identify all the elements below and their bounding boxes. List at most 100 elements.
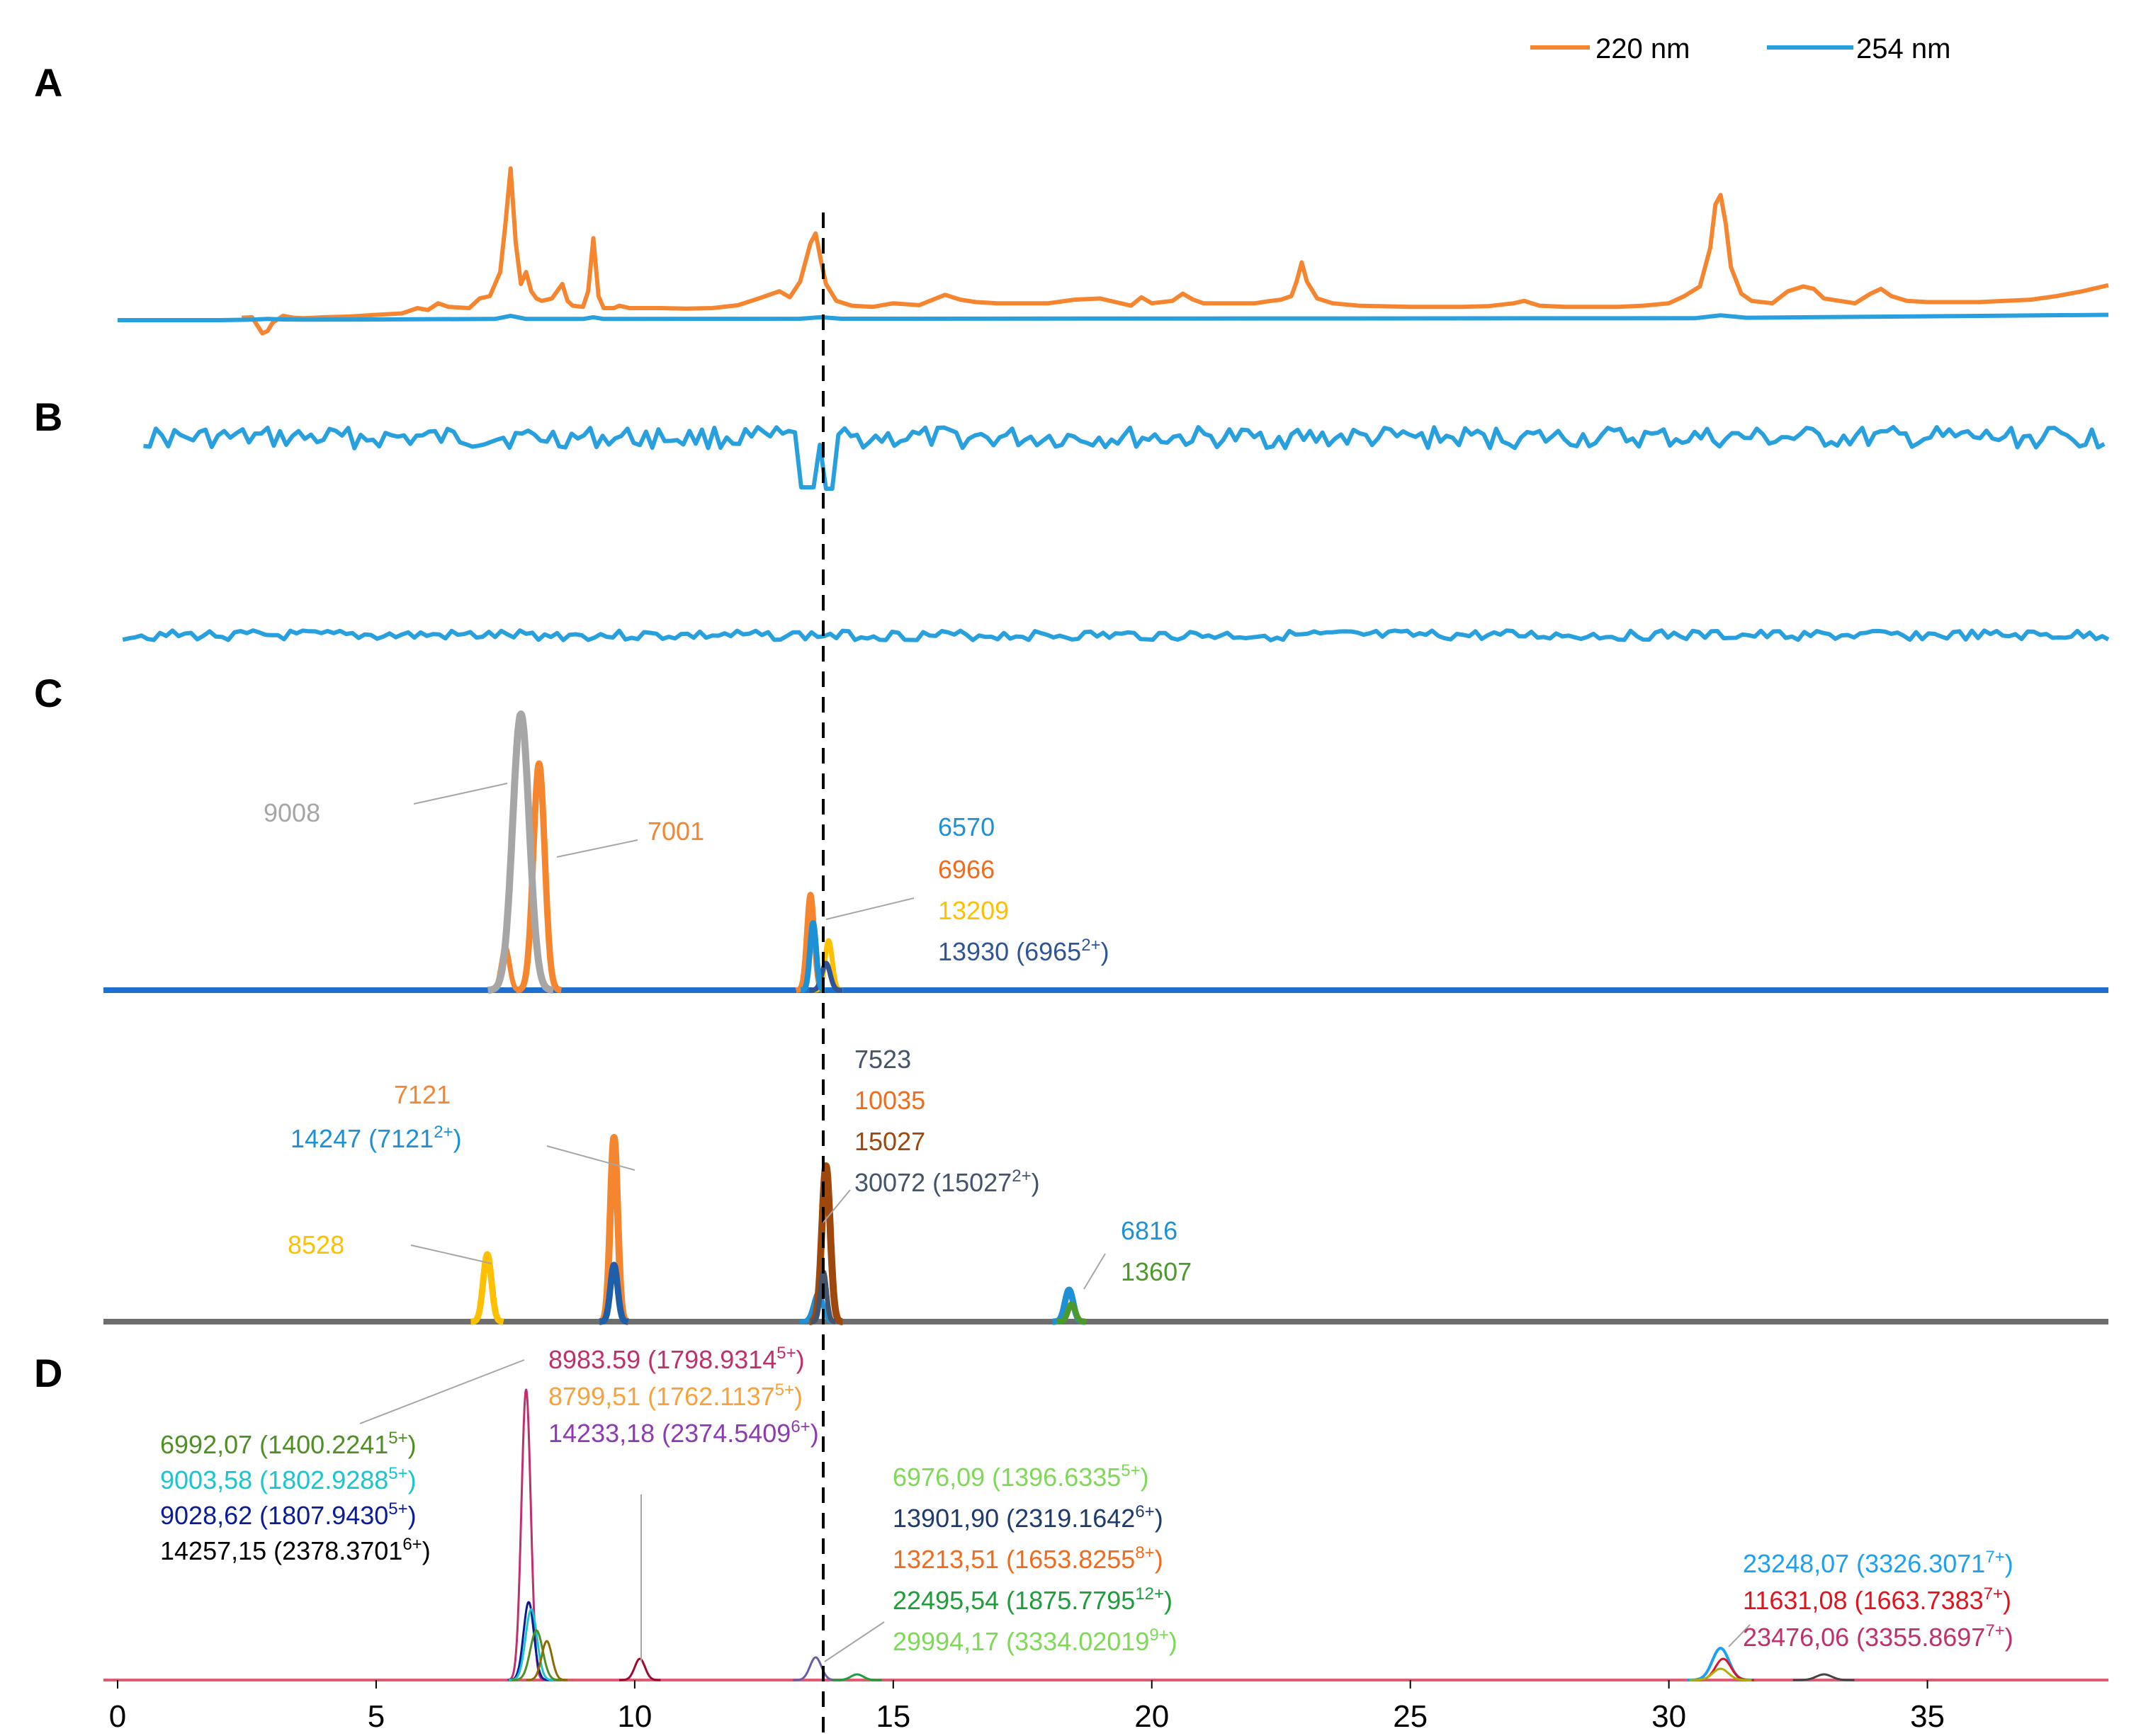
- label-7523: 7523: [854, 1045, 911, 1074]
- label-14247-main: 14247 (7121: [290, 1124, 434, 1153]
- peak-d-23248: [1686, 1647, 1755, 1681]
- trace-220nm: [242, 166, 2109, 336]
- label-9008: 9008: [264, 798, 320, 827]
- label-d-right-0-main: 23248,07 (3326.3071: [1743, 1549, 1985, 1578]
- panel-d-labels: 8983.59 (1798.93145+)8799,51 (1762.11375…: [160, 1344, 2013, 1662]
- label-10035: 10035: [854, 1086, 925, 1115]
- panel-c-upper-plot: [103, 710, 2108, 994]
- label-d-left-1-main: 9003,58 (1802.9288: [160, 1465, 388, 1494]
- label-d-left-3-main: 14257,15 (2378.3701: [160, 1536, 402, 1565]
- panel-c-upper-labels: 9008 7001 6570 6966 13209 13930 (69652+): [264, 783, 1109, 966]
- label-d-top-0-sup: 5+: [776, 1344, 796, 1363]
- leader-line-7121: [546, 1145, 635, 1171]
- x-tick-label-4: 20: [1134, 1699, 1169, 1734]
- leader-line-d-right: [1728, 1624, 1751, 1647]
- label-d-top-1-sup: 5+: [775, 1380, 794, 1400]
- label-d-top-2: 14233,18 (2374.54096+): [548, 1417, 819, 1448]
- label-d-top-0: 8983.59 (1798.93145+): [548, 1344, 805, 1374]
- label-d-left-2: 9028,62 (1807.94305+): [160, 1499, 417, 1530]
- label-d-middle-0: 6976,09 (1396.63355+): [893, 1461, 1149, 1492]
- legend-label-254nm: 254 nm: [1856, 33, 1950, 64]
- label-6570: 6570: [938, 812, 995, 841]
- label-d-right-2: 23476,06 (3355.86977+): [1743, 1621, 2013, 1652]
- label-d-top-2-sup: 6+: [791, 1417, 810, 1436]
- leader-line-d-left: [359, 1359, 525, 1424]
- label-d-top-0-main: 8983.59 (1798.9314: [548, 1345, 776, 1374]
- leader-line-7001: [556, 839, 638, 858]
- peak-d-13901: [792, 1656, 839, 1681]
- label-d-middle-4: 29994,17 (3334.020199+): [893, 1626, 1177, 1656]
- label-13930-tail: ): [1101, 937, 1109, 966]
- label-d-right-2-tail: ): [2005, 1623, 2013, 1652]
- label-d-middle-0-main: 6976,09 (1396.6335: [893, 1463, 1121, 1492]
- label-d-right-1: 11631,08 (1663.73837+): [1743, 1584, 2011, 1615]
- panel-letter-d: D: [34, 1351, 62, 1395]
- label-13930-main: 13930 (6965: [938, 937, 1081, 966]
- legend-label-220nm: 220 nm: [1595, 33, 1690, 64]
- label-d-top-1-main: 8799,51 (1762.1137: [548, 1382, 775, 1411]
- label-d-middle-2-tail: ): [1155, 1545, 1163, 1574]
- x-tick-label-2: 10: [617, 1699, 652, 1734]
- label-7001: 7001: [648, 817, 704, 846]
- label-d-left-1: 9003,58 (1802.92885+): [160, 1464, 417, 1494]
- panel-letter-c: C: [34, 671, 62, 715]
- x-tick-label-5: 25: [1393, 1699, 1428, 1734]
- label-14247-tail: ): [453, 1124, 462, 1153]
- label-d-middle-3-tail: ): [1164, 1586, 1173, 1615]
- label-d-middle-3-main: 22495,54 (1875.7795: [893, 1586, 1135, 1615]
- panel-d-label-group: 8983.59 (1798.93145+)8799,51 (1762.11375…: [160, 1344, 2013, 1656]
- label-6816: 6816: [1121, 1216, 1177, 1245]
- panel-c-lower-labels: 7121 14247 (71212+) 8528 7523 10035 1502…: [288, 1045, 1192, 1290]
- label-d-left-3: 14257,15 (2378.37016+): [160, 1535, 431, 1565]
- peak-6570: [798, 920, 828, 993]
- label-d-middle-0-sup: 5+: [1121, 1461, 1140, 1480]
- x-tick-label-3: 15: [876, 1699, 910, 1734]
- label-d-middle-3-sup: 12+: [1135, 1584, 1164, 1604]
- label-d-left-3-sup: 6+: [402, 1535, 422, 1554]
- leader-line-d-middle: [824, 1621, 885, 1662]
- label-13930: 13930 (69652+): [938, 936, 1109, 966]
- label-d-left-2-main: 9028,62 (1807.9430: [160, 1501, 388, 1530]
- trace-254nm: [118, 312, 2109, 322]
- panel-a-plot: [118, 166, 2109, 336]
- peak-9008: [485, 710, 557, 994]
- label-d-middle-1-tail: ): [1155, 1504, 1163, 1533]
- x-tick-label-1: 5: [368, 1699, 385, 1734]
- label-d-middle-4-sup: 9+: [1149, 1626, 1168, 1645]
- label-d-top-0-tail: ): [796, 1345, 805, 1374]
- label-d-right-0-tail: ): [2005, 1549, 2013, 1578]
- label-d-right-1-sup: 7+: [1984, 1584, 2003, 1604]
- label-d-left-0-sup: 5+: [388, 1429, 407, 1448]
- label-7121: 7121: [394, 1080, 451, 1109]
- label-d-right-0: 23248,07 (3326.30717+): [1743, 1548, 2013, 1578]
- panel-b-lower-trace: [122, 628, 2110, 642]
- label-13930-sup: 2+: [1081, 936, 1100, 955]
- legend: 220 nm 254 nm: [1530, 33, 1950, 64]
- peak-d-10: [618, 1657, 662, 1681]
- label-d-middle-0-tail: ): [1141, 1463, 1149, 1492]
- label-d-middle-1: 13901,90 (2319.16426+): [893, 1502, 1163, 1533]
- label-d-top-1-tail: ): [794, 1382, 803, 1411]
- label-d-left-1-sup: 5+: [388, 1464, 407, 1483]
- label-d-middle-2-sup: 8+: [1135, 1543, 1154, 1562]
- leader-line-8528: [410, 1244, 492, 1264]
- label-13607: 13607: [1121, 1257, 1192, 1286]
- peak-d-23476: [1689, 1667, 1752, 1681]
- panel-b-upper-trace: [143, 425, 2106, 491]
- label-d-left-2-sup: 5+: [388, 1499, 407, 1519]
- label-d-left-0: 6992,07 (1400.22415+): [160, 1429, 417, 1459]
- label-d-right-0-sup: 7+: [1985, 1548, 2004, 1567]
- label-14247-sup: 2+: [434, 1123, 453, 1142]
- label-d-middle-3: 22495,54 (1875.779512+): [893, 1584, 1173, 1615]
- label-d-left-2-tail: ): [408, 1501, 417, 1530]
- x-tick-label-0: 0: [109, 1699, 126, 1734]
- label-d-top-2-main: 14233,18 (2374.5409: [548, 1419, 791, 1448]
- panel-b-plot: [122, 425, 2110, 642]
- panel-letter-a: A: [34, 60, 62, 105]
- peak-d-33: [1792, 1673, 1855, 1681]
- leader-line-9008: [413, 783, 508, 805]
- label-d-left-3-tail: ): [422, 1536, 431, 1565]
- peak-d-8799: [525, 1640, 568, 1681]
- label-d-middle-2: 13213,51 (1653.82558+): [893, 1543, 1163, 1574]
- label-30072: 30072 (150272+): [854, 1167, 1040, 1197]
